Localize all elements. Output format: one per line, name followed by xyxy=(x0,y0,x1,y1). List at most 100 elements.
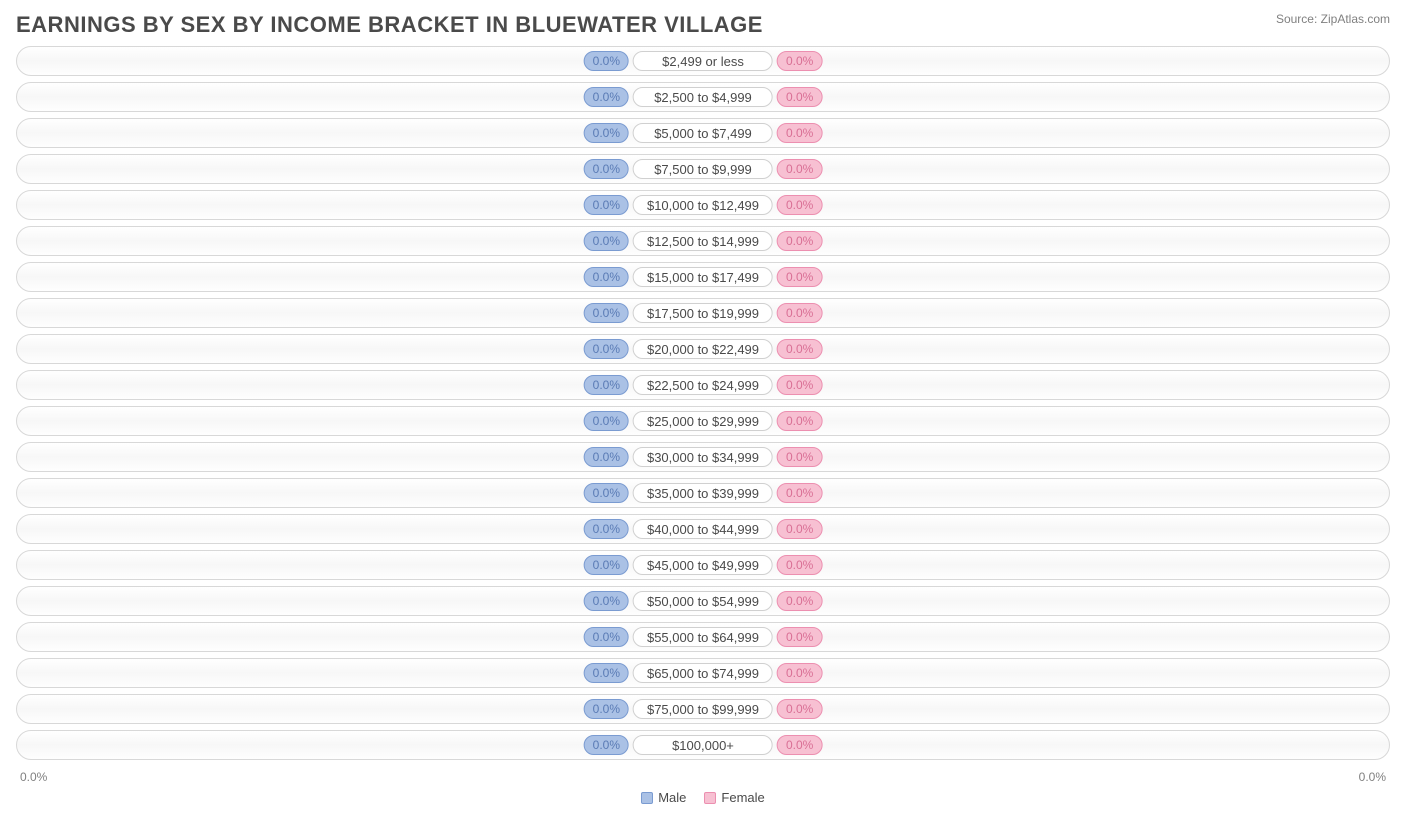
chart-header: EARNINGS BY SEX BY INCOME BRACKET IN BLU… xyxy=(0,0,1406,46)
row-center: 0.0%$40,000 to $44,9990.0% xyxy=(584,519,823,539)
bar-track: 0.0%$40,000 to $44,9990.0% xyxy=(16,514,1390,544)
row-center: 0.0%$65,000 to $74,9990.0% xyxy=(584,663,823,683)
female-value-pill: 0.0% xyxy=(777,303,822,323)
bar-track: 0.0%$10,000 to $12,4990.0% xyxy=(16,190,1390,220)
male-value-pill: 0.0% xyxy=(584,735,629,755)
bar-track: 0.0%$30,000 to $34,9990.0% xyxy=(16,442,1390,472)
row-center: 0.0%$50,000 to $54,9990.0% xyxy=(584,591,823,611)
female-value-pill: 0.0% xyxy=(777,483,822,503)
axis-right-label: 0.0% xyxy=(1359,770,1386,784)
bracket-label: $35,000 to $39,999 xyxy=(633,483,773,503)
legend-male-label: Male xyxy=(658,790,686,805)
row-center: 0.0%$100,000+0.0% xyxy=(584,735,823,755)
male-value-pill: 0.0% xyxy=(584,375,629,395)
chart-source: Source: ZipAtlas.com xyxy=(1276,12,1390,26)
bar-track: 0.0%$75,000 to $99,9990.0% xyxy=(16,694,1390,724)
legend-female: Female xyxy=(704,790,764,805)
bar-track: 0.0%$5,000 to $7,4990.0% xyxy=(16,118,1390,148)
row-center: 0.0%$5,000 to $7,4990.0% xyxy=(584,123,823,143)
female-value-pill: 0.0% xyxy=(777,555,822,575)
chart-title: EARNINGS BY SEX BY INCOME BRACKET IN BLU… xyxy=(16,12,763,38)
row-center: 0.0%$10,000 to $12,4990.0% xyxy=(584,195,823,215)
bar-track: 0.0%$12,500 to $14,9990.0% xyxy=(16,226,1390,256)
male-value-pill: 0.0% xyxy=(584,483,629,503)
bar-track: 0.0%$65,000 to $74,9990.0% xyxy=(16,658,1390,688)
bracket-label: $2,500 to $4,999 xyxy=(633,87,773,107)
row-center: 0.0%$15,000 to $17,4990.0% xyxy=(584,267,823,287)
bar-track: 0.0%$2,500 to $4,9990.0% xyxy=(16,82,1390,112)
row-center: 0.0%$7,500 to $9,9990.0% xyxy=(584,159,823,179)
legend-female-label: Female xyxy=(721,790,764,805)
bracket-label: $65,000 to $74,999 xyxy=(633,663,773,683)
bracket-label: $55,000 to $64,999 xyxy=(633,627,773,647)
row-center: 0.0%$20,000 to $22,4990.0% xyxy=(584,339,823,359)
female-value-pill: 0.0% xyxy=(777,411,822,431)
male-value-pill: 0.0% xyxy=(584,447,629,467)
bracket-label: $20,000 to $22,499 xyxy=(633,339,773,359)
row-center: 0.0%$22,500 to $24,9990.0% xyxy=(584,375,823,395)
bracket-label: $25,000 to $29,999 xyxy=(633,411,773,431)
male-value-pill: 0.0% xyxy=(584,195,629,215)
bar-track: 0.0%$50,000 to $54,9990.0% xyxy=(16,586,1390,616)
male-value-pill: 0.0% xyxy=(584,699,629,719)
male-value-pill: 0.0% xyxy=(584,591,629,611)
bar-track: 0.0%$7,500 to $9,9990.0% xyxy=(16,154,1390,184)
bar-track: 0.0%$35,000 to $39,9990.0% xyxy=(16,478,1390,508)
x-axis: 0.0% 0.0% xyxy=(0,766,1406,784)
axis-left-label: 0.0% xyxy=(20,770,47,784)
female-value-pill: 0.0% xyxy=(777,195,822,215)
row-center: 0.0%$17,500 to $19,9990.0% xyxy=(584,303,823,323)
male-value-pill: 0.0% xyxy=(584,267,629,287)
bracket-label: $22,500 to $24,999 xyxy=(633,375,773,395)
bar-track: 0.0%$45,000 to $49,9990.0% xyxy=(16,550,1390,580)
bracket-label: $100,000+ xyxy=(633,735,773,755)
bracket-label: $7,500 to $9,999 xyxy=(633,159,773,179)
bar-track: 0.0%$22,500 to $24,9990.0% xyxy=(16,370,1390,400)
male-value-pill: 0.0% xyxy=(584,51,629,71)
female-value-pill: 0.0% xyxy=(777,51,822,71)
male-value-pill: 0.0% xyxy=(584,411,629,431)
bar-track: 0.0%$15,000 to $17,4990.0% xyxy=(16,262,1390,292)
bracket-label: $50,000 to $54,999 xyxy=(633,591,773,611)
bracket-label: $12,500 to $14,999 xyxy=(633,231,773,251)
bar-track: 0.0%$17,500 to $19,9990.0% xyxy=(16,298,1390,328)
row-center: 0.0%$45,000 to $49,9990.0% xyxy=(584,555,823,575)
female-value-pill: 0.0% xyxy=(777,591,822,611)
female-value-pill: 0.0% xyxy=(777,627,822,647)
bracket-label: $15,000 to $17,499 xyxy=(633,267,773,287)
male-value-pill: 0.0% xyxy=(584,303,629,323)
male-value-pill: 0.0% xyxy=(584,339,629,359)
male-value-pill: 0.0% xyxy=(584,555,629,575)
male-value-pill: 0.0% xyxy=(584,159,629,179)
bracket-label: $75,000 to $99,999 xyxy=(633,699,773,719)
legend: Male Female xyxy=(0,784,1406,805)
male-value-pill: 0.0% xyxy=(584,519,629,539)
row-center: 0.0%$25,000 to $29,9990.0% xyxy=(584,411,823,431)
male-swatch-icon xyxy=(641,792,653,804)
female-swatch-icon xyxy=(704,792,716,804)
female-value-pill: 0.0% xyxy=(777,231,822,251)
row-center: 0.0%$2,499 or less0.0% xyxy=(584,51,823,71)
bracket-label: $5,000 to $7,499 xyxy=(633,123,773,143)
bar-track: 0.0%$55,000 to $64,9990.0% xyxy=(16,622,1390,652)
bracket-label: $45,000 to $49,999 xyxy=(633,555,773,575)
female-value-pill: 0.0% xyxy=(777,699,822,719)
female-value-pill: 0.0% xyxy=(777,123,822,143)
chart-area: 0.0%$2,499 or less0.0%0.0%$2,500 to $4,9… xyxy=(0,46,1406,760)
male-value-pill: 0.0% xyxy=(584,87,629,107)
male-value-pill: 0.0% xyxy=(584,627,629,647)
bracket-label: $2,499 or less xyxy=(633,51,773,71)
row-center: 0.0%$2,500 to $4,9990.0% xyxy=(584,87,823,107)
female-value-pill: 0.0% xyxy=(777,519,822,539)
row-center: 0.0%$55,000 to $64,9990.0% xyxy=(584,627,823,647)
male-value-pill: 0.0% xyxy=(584,663,629,683)
male-value-pill: 0.0% xyxy=(584,123,629,143)
row-center: 0.0%$75,000 to $99,9990.0% xyxy=(584,699,823,719)
female-value-pill: 0.0% xyxy=(777,663,822,683)
bar-track: 0.0%$100,000+0.0% xyxy=(16,730,1390,760)
bracket-label: $10,000 to $12,499 xyxy=(633,195,773,215)
female-value-pill: 0.0% xyxy=(777,267,822,287)
bar-track: 0.0%$25,000 to $29,9990.0% xyxy=(16,406,1390,436)
female-value-pill: 0.0% xyxy=(777,447,822,467)
female-value-pill: 0.0% xyxy=(777,375,822,395)
